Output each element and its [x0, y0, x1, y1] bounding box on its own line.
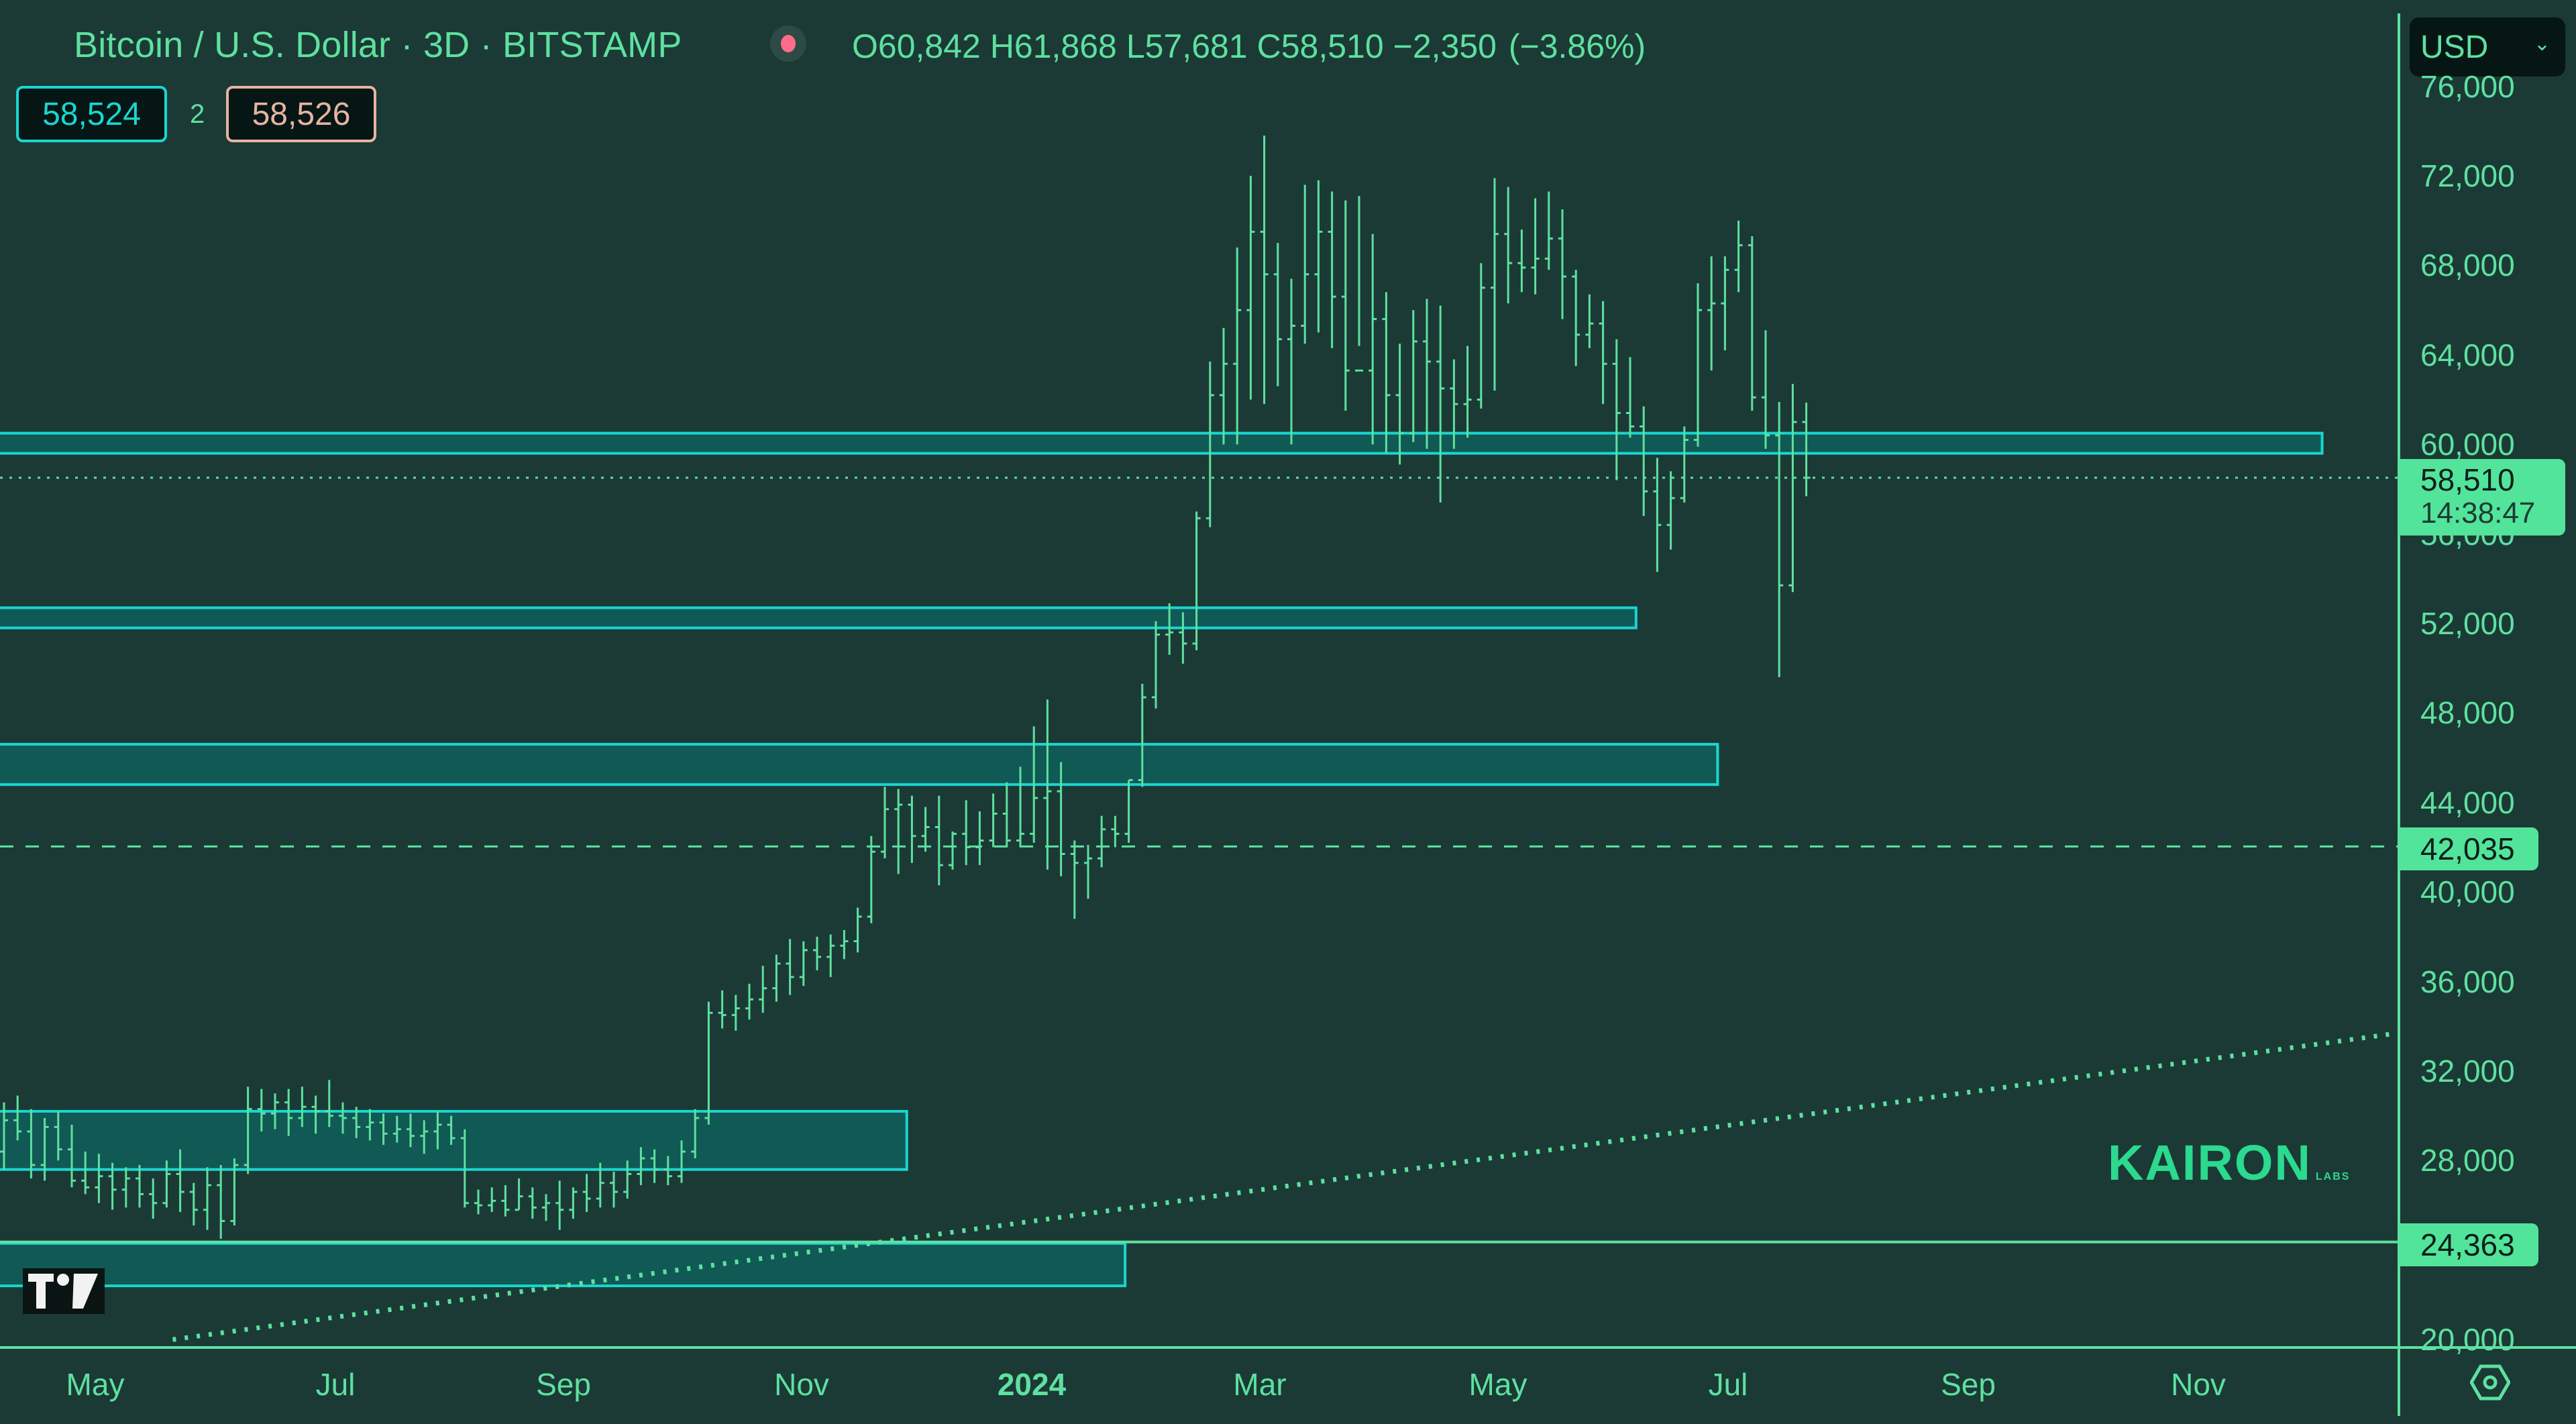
price-axis-label: 72,000 — [2420, 158, 2515, 193]
ohlc-legend: O60,842 H61,868 L57,681 C58,510 −2,350 (−3.8… — [852, 27, 1655, 66]
price-axis-label: 36,000 — [2420, 964, 2515, 999]
time-axis-label: Nov — [774, 1367, 829, 1402]
ohlc-close: C58,510 — [1256, 28, 1384, 65]
price-axis-label: 60,000 — [2420, 427, 2515, 462]
time-axis-label: Jul — [315, 1367, 356, 1402]
bar-countdown: 14:38:47 — [2420, 497, 2536, 529]
current-price-tag: 58,510 14:38:47 — [2400, 459, 2565, 536]
price-axis-label: 28,000 — [2420, 1143, 2515, 1178]
currency-select[interactable]: USD ⌄ — [2410, 17, 2565, 77]
price-axis-label: 32,000 — [2420, 1054, 2515, 1088]
time-axis-label: 2024 — [997, 1367, 1067, 1402]
price-axis-label: 64,000 — [2420, 337, 2515, 372]
time-axis-label: Mar — [1233, 1367, 1287, 1402]
watermark-suffix: LABS — [2315, 1171, 2351, 1182]
time-axis-label: Sep — [536, 1367, 591, 1402]
trend-line[interactable] — [172, 1030, 2400, 1342]
price-axis-label: 68,000 — [2420, 248, 2515, 283]
price-axis-label: 52,000 — [2420, 606, 2515, 641]
ohlc-bars-layer — [0, 135, 1811, 1239]
ohlc-change: −2,350 (−3.86%) — [1393, 28, 1646, 65]
trendline-layer — [172, 1030, 2400, 1342]
watermark-brand: KAIRON — [2108, 1135, 2312, 1190]
zone-box[interactable] — [0, 606, 1638, 629]
zones-layer — [0, 431, 2324, 1288]
currency-value: USD — [2420, 29, 2489, 65]
price-axis-label: 40,000 — [2420, 874, 2515, 910]
chevron-down-icon: ⌄ — [2533, 33, 2551, 55]
ohlc-low: L57,681 — [1126, 28, 1248, 65]
sell-price-button[interactable]: 58,524 — [16, 86, 167, 142]
settings-icon[interactable] — [2470, 1362, 2510, 1403]
zone-box[interactable] — [0, 1241, 1127, 1288]
zone-box[interactable] — [0, 743, 1719, 786]
symbol-title[interactable]: Bitcoin / U.S. Dollar · 3D · BITSTAMP — [74, 25, 682, 65]
spread-value: 2 — [190, 99, 205, 129]
time-axis-label: May — [1468, 1367, 1527, 1402]
current-price-value: 58,510 — [2420, 462, 2515, 497]
time-axis-label: Sep — [1941, 1367, 1996, 1402]
level-tag-dashed: 42,035 — [2400, 827, 2538, 870]
tradingview-logo-icon[interactable] — [23, 1268, 105, 1314]
levels-layer — [0, 476, 2399, 1243]
zone-box[interactable] — [0, 431, 2324, 455]
price-axis-label: 44,000 — [2420, 784, 2515, 820]
level-tag-solid: 24,363 — [2400, 1223, 2538, 1266]
price-axis-label: 48,000 — [2420, 695, 2515, 731]
ohlc-high: H61,868 — [989, 28, 1117, 65]
zone-box[interactable] — [0, 1110, 908, 1171]
time-axis-label: May — [66, 1367, 125, 1402]
live-dot-icon — [781, 35, 796, 52]
price-axis-label: 76,000 — [2420, 68, 2515, 104]
price-axis-label: 20,000 — [2420, 1322, 2515, 1358]
buy-price-button[interactable]: 58,526 — [226, 86, 376, 142]
kairon-watermark: KAIRON LABS — [2108, 1134, 2350, 1191]
time-axis-label: Nov — [2171, 1367, 2226, 1402]
time-axis-label: Jul — [1708, 1367, 1748, 1402]
ohlc-open: O60,842 — [852, 28, 981, 65]
market-status-indicator — [770, 26, 806, 62]
